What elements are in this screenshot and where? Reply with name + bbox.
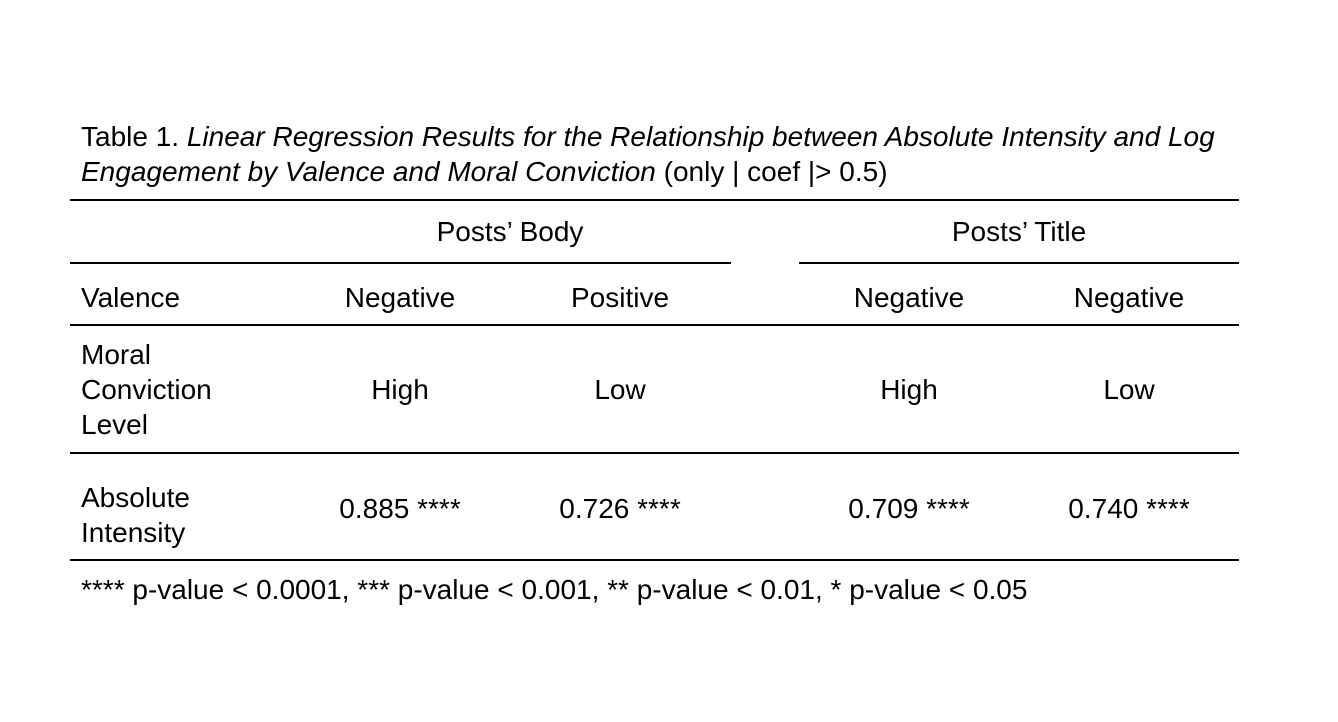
moral-cell: Low	[594, 374, 646, 405]
top-rule	[70, 199, 1239, 201]
coefficient-cell: 0.726 ****	[559, 493, 681, 524]
group-header-title: Posts’ Title	[951, 216, 1087, 247]
table-note: (only | coef |> 0.5)	[663, 156, 888, 187]
group-rule-body	[70, 262, 731, 264]
significance-footnote: **** p-value < 0.0001, *** p-value < 0.0…	[81, 574, 1028, 605]
mid-rule	[70, 452, 1239, 454]
group-rule-title	[799, 262, 1239, 264]
valence-cell: Negative	[853, 282, 965, 313]
coefficient-cell: 0.885 ****	[339, 493, 461, 524]
moral-cell: Low	[1103, 374, 1155, 405]
row-label-moral-conviction: Moral Conviction Level	[81, 339, 212, 440]
table-label: Table 1.	[81, 121, 180, 152]
coefficient-cell: 0.709 ****	[848, 493, 970, 524]
group-header-body: Posts’ Body	[436, 216, 584, 247]
table-title: Linear Regression Results for the Relati…	[81, 121, 1215, 187]
valence-cell: Negative	[344, 282, 456, 313]
moral-cell: High	[371, 374, 429, 405]
row-label-valence: Valence	[81, 282, 181, 313]
bottom-rule	[70, 559, 1239, 561]
header-rule	[70, 324, 1239, 326]
valence-cell: Negative	[1073, 282, 1185, 313]
table-caption: Table 1. Linear Regression Results for t…	[81, 119, 1241, 189]
valence-cell: Positive	[570, 282, 670, 313]
row-label-absolute-intensity: Absolute Intensity	[81, 482, 190, 548]
moral-cell: High	[880, 374, 938, 405]
coefficient-cell: 0.740 ****	[1068, 493, 1190, 524]
